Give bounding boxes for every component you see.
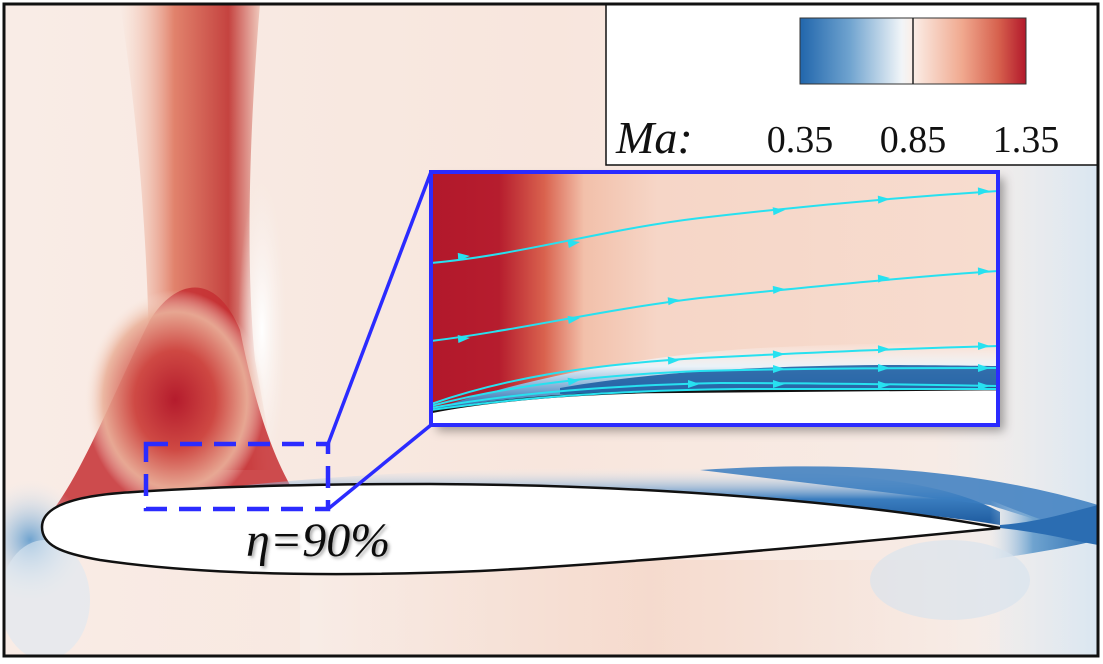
streamlines (431, 190, 998, 411)
arrowhead-icon (667, 356, 680, 365)
streamline-2 (431, 270, 998, 342)
arrowhead-icon (877, 195, 890, 204)
case-label: η=90% (246, 514, 390, 567)
zoom-inset-border (429, 170, 1000, 427)
arrowhead-icon (877, 345, 890, 354)
airfoil-shape (40, 482, 1001, 576)
colorbar-tick-mid: 0.85 (880, 119, 947, 161)
zoom-region-box (143, 441, 331, 512)
zoom-connector-bottom (326, 423, 433, 511)
arrowhead-icon (772, 207, 785, 216)
streamline-3 (431, 345, 998, 405)
arrowhead-icon (878, 364, 890, 372)
zoom-inset-field (431, 172, 998, 425)
streamline-5 (431, 381, 998, 409)
arrowhead-icon (773, 380, 785, 388)
arrowhead-icon (877, 274, 890, 283)
arrowhead-icon (567, 377, 580, 386)
colorbar-legend: Ma: 0.35 0.85 1.35 (605, 3, 1099, 166)
arrowhead-icon (978, 364, 990, 372)
arrowhead-icon (773, 365, 785, 373)
arrowhead-icon (567, 240, 580, 249)
arrowhead-icon (457, 335, 470, 344)
arrowhead-icon (878, 381, 890, 389)
arrowhead-icon (772, 285, 785, 294)
zoom-connector-top (326, 171, 433, 445)
colorbar-tick-max: 1.35 (993, 119, 1060, 161)
colorbar-tick-min: 0.35 (767, 119, 834, 161)
arrowhead-icon (977, 187, 990, 196)
streamline-6 (431, 387, 998, 411)
arrowhead-icon (688, 380, 700, 388)
arrowhead-icon (667, 297, 680, 306)
streamline-4 (431, 367, 998, 407)
arrowhead-icon (978, 382, 990, 390)
streamline-arrows (457, 187, 990, 390)
arrowhead-icon (567, 315, 580, 324)
streamline-1 (431, 190, 998, 264)
arrowhead-icon (457, 252, 470, 261)
contour-variable-label: Ma: (615, 112, 693, 163)
arrowhead-icon (978, 342, 990, 350)
arrowhead-icon (772, 350, 785, 359)
arrowhead-icon (977, 267, 990, 276)
